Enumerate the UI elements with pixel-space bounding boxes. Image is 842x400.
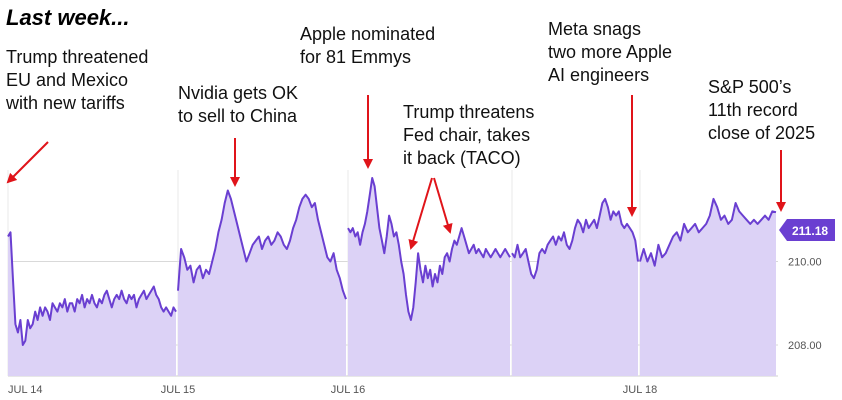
annotation-nvidia: Nvidia gets OK to sell to China (178, 83, 303, 126)
annotation-line: EU and Mexico (6, 70, 128, 90)
annotations: Trump threatened EU and Mexico with new … (5, 19, 815, 168)
annotation-line: with new tariffs (5, 93, 125, 113)
y-tick-label: 210.00 (788, 257, 822, 269)
annotation-fed-chair: Trump threatens Fed chair, takes it back… (403, 102, 539, 168)
annotation-line: it back (TACO) (403, 148, 521, 168)
area-segment (178, 190, 346, 376)
price-area (8, 178, 776, 376)
x-tick-label: JUL 14 (8, 384, 42, 396)
price-tag-shape (779, 219, 835, 241)
annotation-line: Trump threatened (6, 47, 148, 67)
area-segment (640, 198, 776, 376)
annotation-arrows (6, 95, 786, 250)
annotation-line: 11th record (708, 100, 798, 120)
annotation-arrow (408, 177, 433, 250)
annotation-line: Meta snags (548, 19, 641, 39)
price-line (7, 177, 777, 346)
annotation-arrow (6, 141, 49, 184)
x-tick-label: JUL 15 (161, 384, 195, 396)
annotation-record-close: S&P 500’s 11th record close of 2025 (708, 77, 815, 143)
annotation-line: Fed chair, takes (403, 125, 530, 145)
line-segment (177, 189, 347, 300)
x-tick-label: JUL 18 (623, 384, 657, 396)
line-segment (7, 231, 177, 346)
line-segment (639, 197, 777, 267)
annotation-line: to sell to China (178, 106, 298, 126)
x-tick-label: JUL 16 (331, 384, 365, 396)
last-price-tag: 211.18 (779, 219, 835, 241)
headline: Last week... (6, 5, 130, 30)
annotation-arrow (433, 177, 453, 234)
annotation-line: two more Apple (548, 42, 672, 62)
axes: 210.00 208.00 JUL 14 JUL 15 JUL 16 JUL 18 (8, 257, 822, 397)
annotation-emmys: Apple nominated for 81 Emmys (300, 24, 440, 67)
annotation-line: AI engineers (548, 65, 649, 85)
annotation-line: Nvidia gets OK (178, 83, 298, 103)
annotation-line: S&P 500’s (708, 77, 791, 97)
annotation-line: Trump threatens (403, 102, 534, 122)
line-segment (347, 177, 511, 321)
annotation-line: for 81 Emmys (300, 47, 411, 67)
area-segment (512, 198, 638, 376)
area-segment (8, 232, 176, 376)
y-tick-label: 208.00 (788, 340, 822, 352)
annotation-tariffs: Trump threatened EU and Mexico with new … (5, 47, 153, 113)
line-segment (511, 197, 639, 280)
annotation-meta: Meta snags two more Apple AI engineers (548, 19, 677, 85)
last-price-label: 211.18 (792, 224, 828, 238)
annotation-line: Apple nominated (300, 24, 435, 44)
annotation-line: close of 2025 (708, 123, 815, 143)
